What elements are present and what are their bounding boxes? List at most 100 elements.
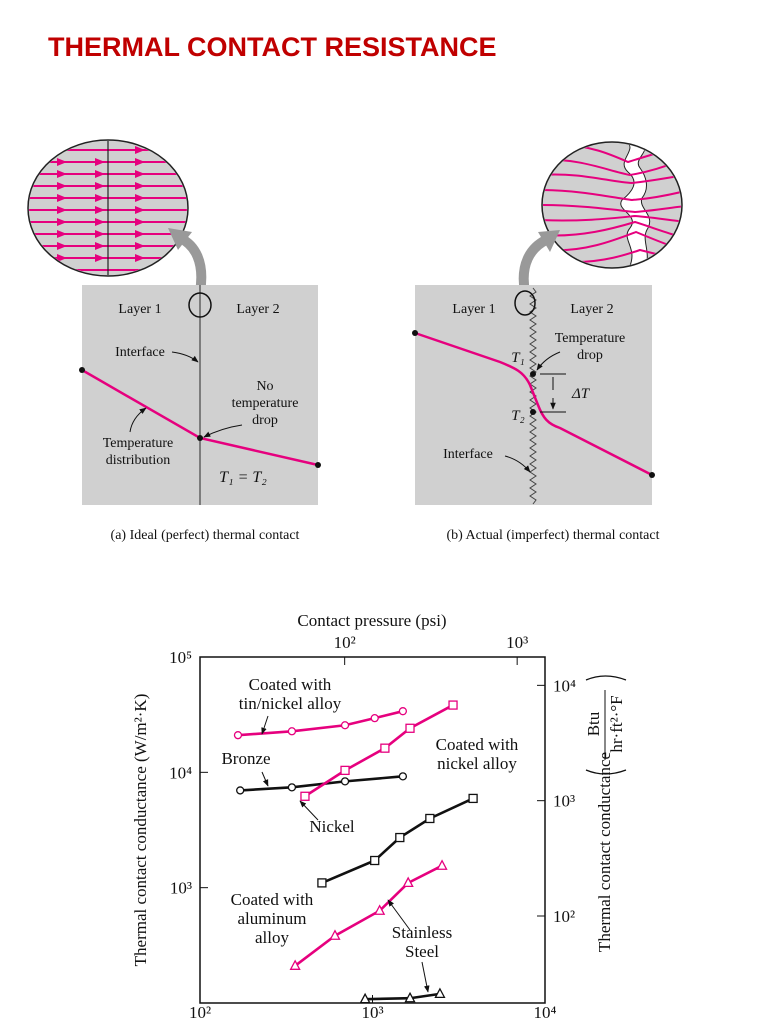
point (448, 700, 458, 710)
label: Interface (115, 345, 165, 360)
y-tick-label: 10⁴ (169, 763, 192, 782)
pointer (261, 771, 269, 787)
y2-unit-denominator: hr·ft²·°F (607, 695, 626, 752)
point (340, 721, 350, 730)
label: distribution (106, 453, 171, 468)
point (398, 772, 408, 781)
label: Temperature (555, 331, 626, 346)
label: Layer 1 (452, 302, 495, 317)
series-line (365, 992, 441, 1001)
caption: (b) Actual (imperfect) thermal contact (446, 528, 659, 543)
point (380, 743, 390, 753)
point (434, 987, 446, 999)
y-axis-label: Thermal contact conductance (W/m²·K) (131, 694, 150, 967)
label-line: Bronze (221, 749, 270, 768)
label: Layer 1 (118, 302, 161, 317)
label-line: nickel alloy (437, 754, 517, 773)
point (329, 929, 341, 940)
dot (530, 371, 536, 377)
point (340, 765, 350, 776)
label: drop (577, 348, 603, 363)
parentheses (585, 675, 627, 775)
label: No (256, 379, 273, 394)
x2-tick-label: 10³ (506, 633, 528, 652)
pointer (299, 800, 319, 821)
point (425, 813, 435, 824)
label: temperature (232, 396, 299, 411)
title: THERMAL CONTACT RESISTANCE (48, 32, 497, 62)
pointer (203, 424, 243, 438)
y2-axis-label: Thermal contact conductance (595, 752, 614, 952)
pointer (261, 715, 269, 735)
point (289, 959, 301, 970)
label-line: Steel (405, 942, 439, 961)
point (436, 859, 448, 870)
pointer (171, 351, 199, 363)
dot (649, 472, 655, 478)
series-line (240, 775, 403, 792)
label: Temperature (103, 436, 174, 451)
pointer (387, 899, 411, 931)
label-line: alloy (255, 928, 289, 947)
label: Interface (443, 447, 493, 462)
temperature-profile (414, 331, 653, 477)
dot (412, 330, 418, 336)
y-tick-label: 10⁵ (169, 648, 192, 667)
y-tick-label: 10³ (170, 879, 192, 898)
point (468, 793, 478, 804)
series-line (304, 703, 454, 798)
x2-axis-label: Contact pressure (psi) (297, 611, 446, 630)
y2-tick-label: 10⁴ (553, 676, 576, 695)
zoom-arrow (177, 233, 207, 293)
y2-tick-label: 10² (553, 907, 575, 926)
dot (530, 409, 536, 415)
series-label: Coated with tin/nickel alloy (239, 675, 342, 713)
point (405, 723, 415, 733)
label-line: Nickel (309, 817, 355, 836)
point (300, 791, 310, 801)
point (317, 878, 327, 888)
label: T₂ (511, 408, 525, 424)
point (287, 783, 297, 792)
dot (197, 435, 203, 441)
y2-unit-numerator: Btu (584, 711, 603, 736)
zoom-marker (514, 290, 536, 316)
point (374, 904, 386, 915)
point (398, 707, 408, 716)
dot (79, 367, 85, 373)
series-label: Stainless Steel (392, 923, 452, 961)
label-line: Coated with (231, 890, 314, 909)
series-label: Coated with aluminum alloy (231, 890, 314, 947)
series-label: Coated with nickel alloy (436, 735, 519, 773)
label-line: aluminum (238, 909, 307, 928)
label-line: tin/nickel alloy (239, 694, 342, 713)
chart: Contact pressure (psi) Thermal contact c… (131, 611, 627, 1022)
dot (315, 462, 321, 468)
x-tick-label: 10² (189, 1003, 211, 1022)
point (236, 786, 245, 795)
x-tick-label: 10³ (361, 1003, 383, 1022)
pointer (536, 351, 561, 371)
heat-flow-lines (29, 141, 187, 275)
x2-tick-label: 10² (334, 633, 356, 652)
point (402, 876, 414, 888)
label: Layer 2 (236, 302, 279, 317)
zoom-arrow (518, 235, 549, 293)
zoom-marker (188, 292, 212, 318)
pointer (129, 407, 147, 433)
point (340, 777, 350, 786)
point (370, 713, 379, 723)
interface-line (529, 287, 537, 505)
point (359, 992, 371, 1004)
point (404, 991, 416, 1003)
series-label: Bronze (221, 749, 270, 768)
label-line: Coated with (249, 675, 332, 694)
label-line: Coated with (436, 735, 519, 754)
label: drop (252, 413, 278, 428)
zoom-arrow-head (538, 230, 560, 252)
pointer (421, 961, 430, 993)
diagram-b: Layer 1 Layer 2 Temperature drop T₁ ΔT T… (412, 141, 683, 543)
point (287, 727, 297, 736)
y2-tick-label: 10³ (553, 792, 575, 811)
